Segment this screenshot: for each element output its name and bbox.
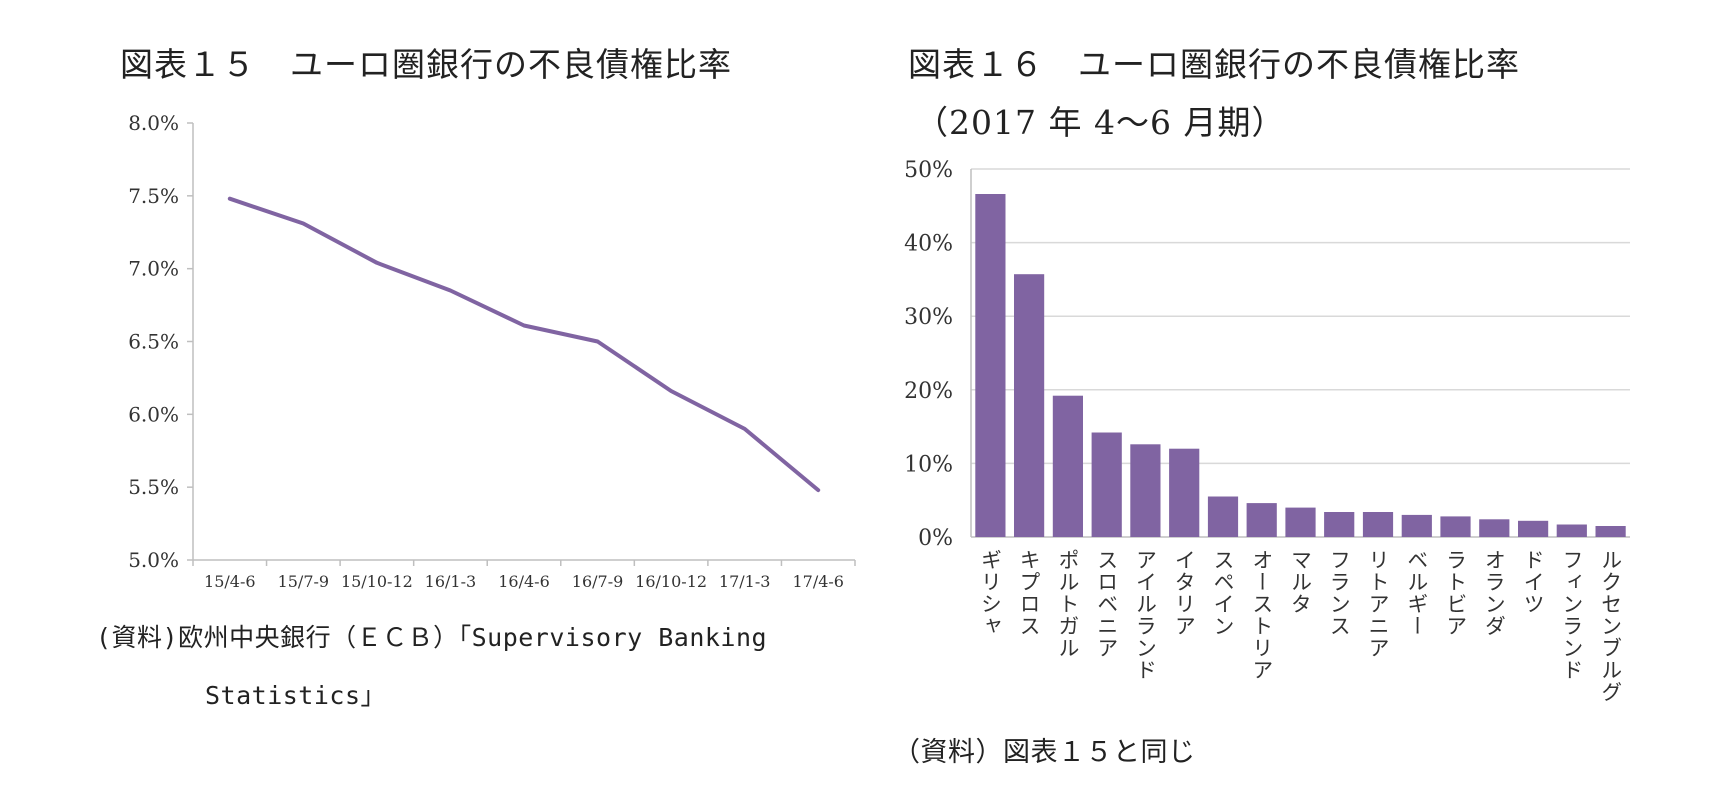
bar-y-tick-label: 40% [904, 232, 953, 257]
bar [1285, 507, 1316, 537]
bar [1052, 395, 1083, 537]
line-x-tick-label: 17/1-3 [719, 572, 771, 591]
line-y-tick-label: 5.5% [128, 475, 179, 499]
bar-x-tick-label: ポルトガル [1056, 549, 1080, 659]
line-y-tick-label: 6.0% [128, 402, 179, 426]
line-y-tick-label: 5.0% [128, 548, 179, 572]
bar-x-tick-label: ギリシャ [978, 549, 1002, 637]
line-y-tick-label: 7.5% [128, 184, 179, 208]
line-x-tick-label: 16/7-9 [572, 572, 624, 591]
bar-y-tick-label: 30% [904, 305, 953, 330]
line-x-tick-label: 16/1-3 [425, 572, 477, 591]
bar-x-tick-label: フランス [1327, 549, 1351, 637]
bar-x-tick-label: スペイン [1211, 549, 1235, 637]
line-y-tick-label: 6.5% [128, 330, 179, 354]
right-chart-title: 図表１６ ユーロ圏銀行の不良債権比率 [908, 45, 1520, 84]
bar [1556, 524, 1587, 537]
bar-y-tick-label: 20% [904, 379, 953, 404]
bar-x-tick-label: フィンランド [1560, 549, 1584, 681]
bar-x-tick-label: ルクセンブルグ [1599, 549, 1623, 703]
line-series [227, 196, 821, 493]
bar-x-tick-label: アイルランド [1133, 549, 1157, 681]
bar-x-tick-label: オランダ [1482, 549, 1506, 637]
bar [1207, 496, 1239, 537]
right-chart-subtitle: （2017 年 4〜6 月期） [915, 103, 1286, 142]
bar-y-tick-label: 0% [918, 526, 953, 551]
bar-y-tick-label: 10% [904, 452, 953, 477]
line-y-tick-label: 8.0% [128, 111, 179, 135]
bar-x-tick-label: マルタ [1289, 549, 1313, 615]
bar [1014, 274, 1045, 537]
bar-x-tick-label: ベルギー [1405, 549, 1429, 637]
bar-x-tick-label: スロベニア [1095, 549, 1119, 659]
line-x-tick-label: 15/10-12 [341, 572, 413, 591]
bar [1362, 512, 1394, 537]
line-y-tick-label: 7.0% [128, 257, 179, 281]
bar [1401, 514, 1432, 537]
left-chart-title: 図表１５ ユーロ圏銀行の不良債権比率 [120, 45, 732, 84]
bar [1440, 516, 1471, 537]
line-x-tick-label: 16/10-12 [635, 572, 707, 591]
bar [1169, 448, 1200, 537]
bar [1246, 503, 1277, 537]
left-source-line2: Statistics」 [205, 681, 387, 710]
bar-x-tick-label: イタリア [1172, 549, 1196, 637]
bar [1595, 526, 1626, 537]
line-x-tick-label: 17/4-6 [792, 572, 844, 591]
bar [1518, 520, 1549, 537]
bar-x-tick-label: ラトビア [1444, 549, 1468, 637]
line-x-tick-label: 15/7-9 [278, 572, 330, 591]
bar-y-tick-label: 50% [904, 158, 953, 183]
bar [1130, 444, 1161, 537]
bar-x-tick-label: オーストリア [1250, 549, 1274, 681]
bar-x-tick-label: キプロス [1017, 549, 1041, 637]
bar [1479, 519, 1510, 537]
bar-x-tick-label: リトアニア [1366, 549, 1390, 659]
bar [1091, 432, 1122, 537]
line-x-tick-label: 15/4-6 [204, 572, 256, 591]
left-source-line1: (資料)欧州中央銀行（ＥＣＢ）「Supervisory Banking [96, 623, 768, 652]
bar-x-tick-label: ドイツ [1521, 549, 1545, 615]
bar [1324, 512, 1355, 537]
line-x-tick-label: 16/4-6 [498, 572, 550, 591]
bar [975, 194, 1006, 537]
right-source: （資料）図表１５と同じ [893, 737, 1196, 768]
